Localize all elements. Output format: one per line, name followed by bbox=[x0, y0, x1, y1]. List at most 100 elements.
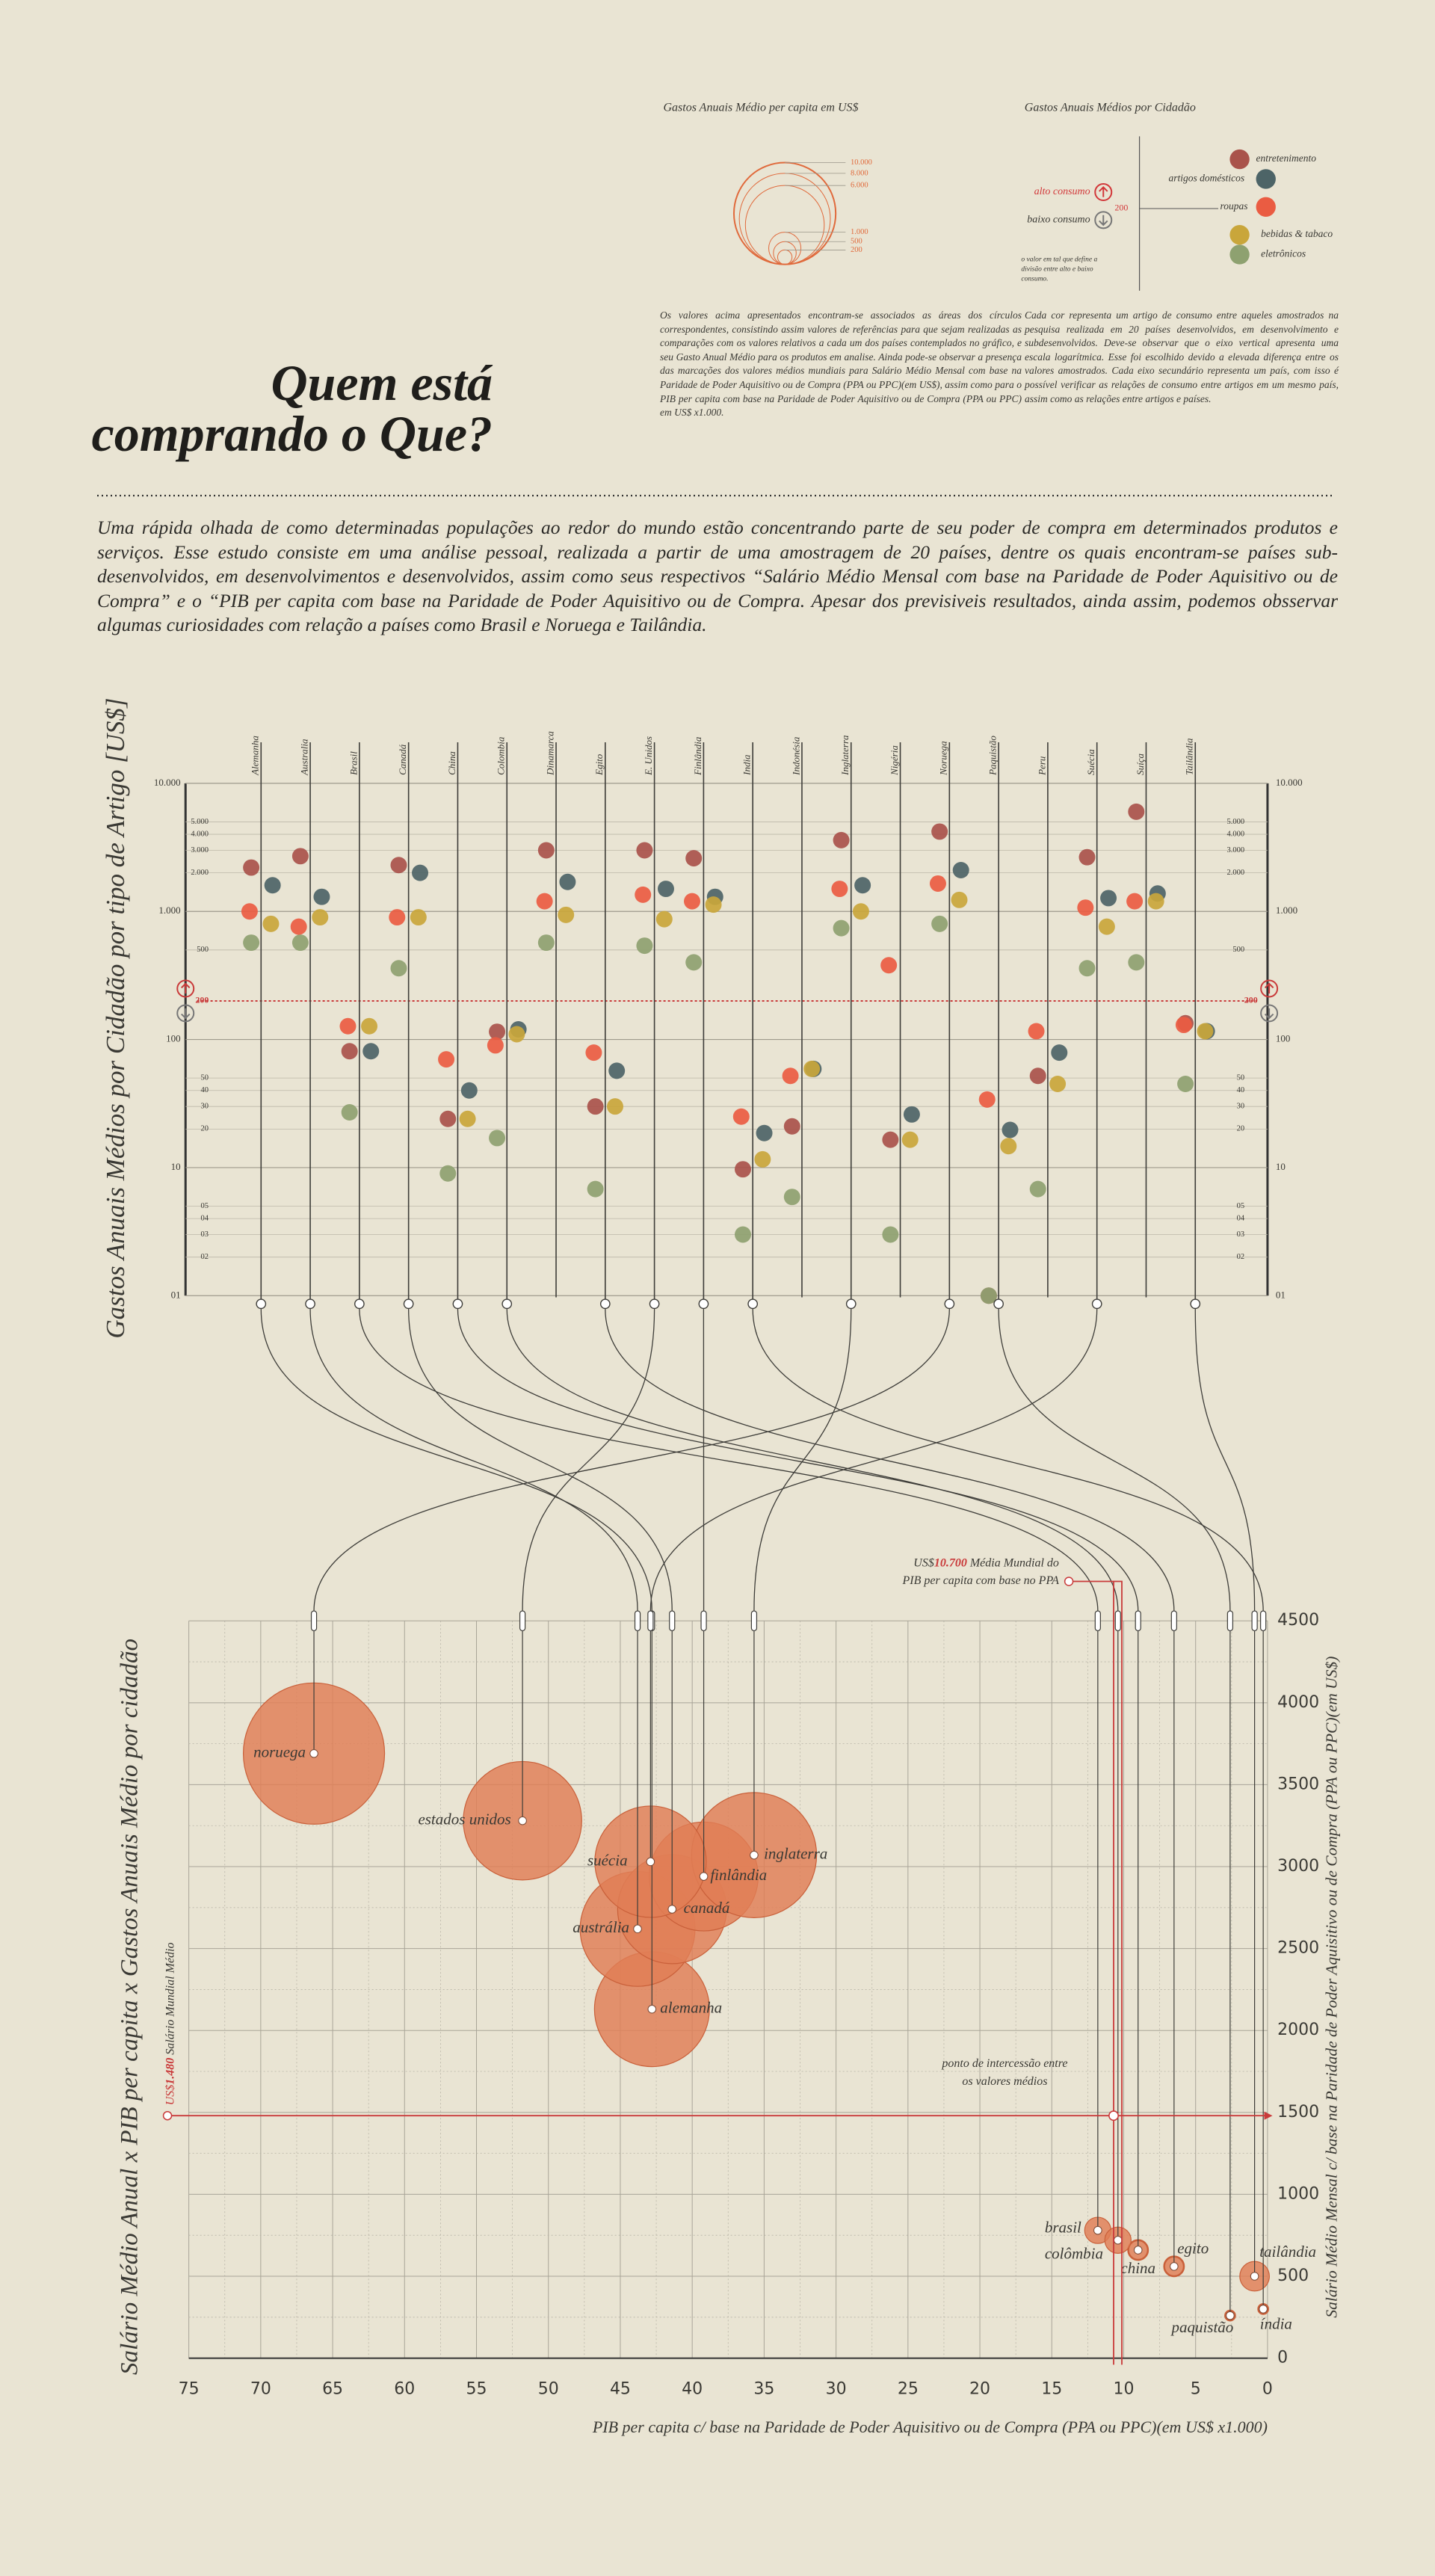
dot bbox=[929, 875, 946, 892]
dot bbox=[459, 1110, 476, 1127]
legend-label: artigos domésticos bbox=[1169, 173, 1245, 184]
x-tick-label: 75 bbox=[179, 2379, 200, 2398]
country-label: Australia bbox=[298, 739, 309, 776]
legend-small-note: divisão entre alto e baixo bbox=[1021, 265, 1093, 273]
dot bbox=[460, 1082, 478, 1099]
bubble-cap bbox=[1226, 1610, 1234, 1632]
dot bbox=[361, 1017, 378, 1035]
bubble-label: austrália bbox=[573, 1918, 629, 1936]
dot bbox=[636, 842, 653, 859]
dot bbox=[1000, 1138, 1017, 1155]
arrow-icon bbox=[1260, 1004, 1279, 1023]
mean-y-value: 1.480 bbox=[164, 2058, 176, 2085]
bubble-cap bbox=[750, 1610, 758, 1632]
connector-node bbox=[305, 1298, 315, 1310]
legend-size-circle bbox=[738, 173, 831, 265]
country-label: Inglaterra bbox=[839, 735, 851, 776]
dot bbox=[1029, 1067, 1046, 1085]
dot bbox=[635, 886, 652, 903]
connector-node bbox=[599, 1298, 611, 1310]
dot bbox=[636, 937, 653, 955]
dot bbox=[341, 1104, 358, 1121]
y-tick-label: 03 bbox=[1237, 1230, 1245, 1239]
bubble-label: colômbia bbox=[1045, 2244, 1103, 2262]
y-tick-label: 30 bbox=[200, 1103, 209, 1111]
arrow-icon bbox=[1094, 211, 1113, 229]
dot bbox=[735, 1161, 751, 1178]
bubble-cap bbox=[669, 1610, 676, 1632]
bubble-cap bbox=[700, 1610, 707, 1632]
dot bbox=[608, 1062, 626, 1079]
dot bbox=[833, 919, 850, 937]
y-tick-label: 10.000 bbox=[154, 777, 181, 788]
connector bbox=[753, 1308, 852, 1612]
connector bbox=[998, 1308, 1231, 1612]
legend-low: baixo consumo bbox=[1027, 215, 1090, 226]
dot bbox=[882, 1131, 899, 1148]
y-tick-label: 4500 bbox=[1277, 1611, 1319, 1630]
dot bbox=[489, 1023, 506, 1041]
bubble-center bbox=[646, 1857, 655, 1867]
connector-node bbox=[452, 1298, 463, 1310]
dot bbox=[783, 1118, 800, 1135]
mean-x-line bbox=[1069, 1580, 1123, 2365]
arrow-icon bbox=[1099, 186, 1108, 197]
y-tick-label: 20 bbox=[1237, 1125, 1245, 1133]
dot bbox=[264, 877, 281, 894]
dot bbox=[243, 859, 260, 876]
legend-high: alto consumo bbox=[1034, 186, 1090, 197]
dot bbox=[587, 1098, 604, 1115]
arrow-icon bbox=[176, 1004, 195, 1023]
x-tick-label: 65 bbox=[322, 2379, 343, 2398]
country-label: Indonésia bbox=[790, 736, 801, 776]
intersection-note: os valores médios bbox=[962, 2075, 1047, 2088]
dot bbox=[1078, 960, 1096, 977]
country-label: Alemanha bbox=[250, 736, 261, 776]
bubble-center bbox=[750, 1850, 759, 1860]
mean-x-value: 10.700 bbox=[934, 1556, 967, 1569]
dot bbox=[1197, 1023, 1214, 1040]
dot bbox=[1029, 1180, 1046, 1198]
legend-small-note: consumo. bbox=[1021, 276, 1048, 283]
country-label: Canadá bbox=[397, 744, 408, 775]
mean-x-note: US$10.700 Média Mundial do bbox=[913, 1556, 1059, 1569]
y-tick-label: 03 bbox=[200, 1230, 209, 1239]
dot bbox=[1049, 1076, 1067, 1092]
dot bbox=[243, 934, 260, 952]
country-label: India bbox=[741, 754, 753, 776]
y-tick-label: 4.000 bbox=[191, 830, 209, 838]
arrow-head bbox=[1264, 2111, 1273, 2120]
dot bbox=[951, 891, 968, 908]
dot bbox=[291, 848, 309, 865]
y-tick-label: 1.000 bbox=[1276, 905, 1297, 916]
y-tick-label: 3.000 bbox=[1227, 846, 1245, 854]
mean-y-note-part: US$ bbox=[164, 2085, 176, 2106]
arrow-icon bbox=[1264, 1008, 1274, 1020]
dot bbox=[655, 910, 673, 928]
bubble-center bbox=[309, 1749, 318, 1758]
dot bbox=[880, 957, 898, 974]
bubble-center bbox=[518, 1816, 527, 1825]
bubble-center bbox=[1226, 2311, 1235, 2320]
bubble-cap bbox=[1135, 1610, 1141, 1632]
y-tick-label: 10 bbox=[171, 1161, 181, 1172]
intro: Uma rápida olhada de como determinadas p… bbox=[97, 517, 1338, 635]
y-tick-label: 500 bbox=[1232, 946, 1244, 954]
dot bbox=[313, 888, 330, 905]
dot bbox=[1098, 918, 1115, 935]
dot bbox=[339, 1017, 357, 1035]
y-tick-label: 100 bbox=[166, 1033, 181, 1044]
y-axis-title: Salário Médio Anual x PIB per capita x G… bbox=[116, 1639, 143, 2375]
dot bbox=[559, 873, 576, 890]
dot bbox=[290, 918, 307, 935]
dot bbox=[705, 896, 722, 913]
dot bbox=[312, 909, 329, 926]
legend-size-label: 8.000 bbox=[851, 169, 868, 177]
legend-size-label: 1.000 bbox=[851, 228, 868, 236]
x-tick-label: 40 bbox=[682, 2379, 703, 2398]
connector bbox=[605, 1308, 1175, 1612]
threshold-label: 200 bbox=[195, 995, 209, 1005]
dot bbox=[607, 1098, 623, 1115]
bubble-cap bbox=[1251, 1610, 1258, 1632]
bubble-label: inglaterra bbox=[764, 1844, 827, 1862]
